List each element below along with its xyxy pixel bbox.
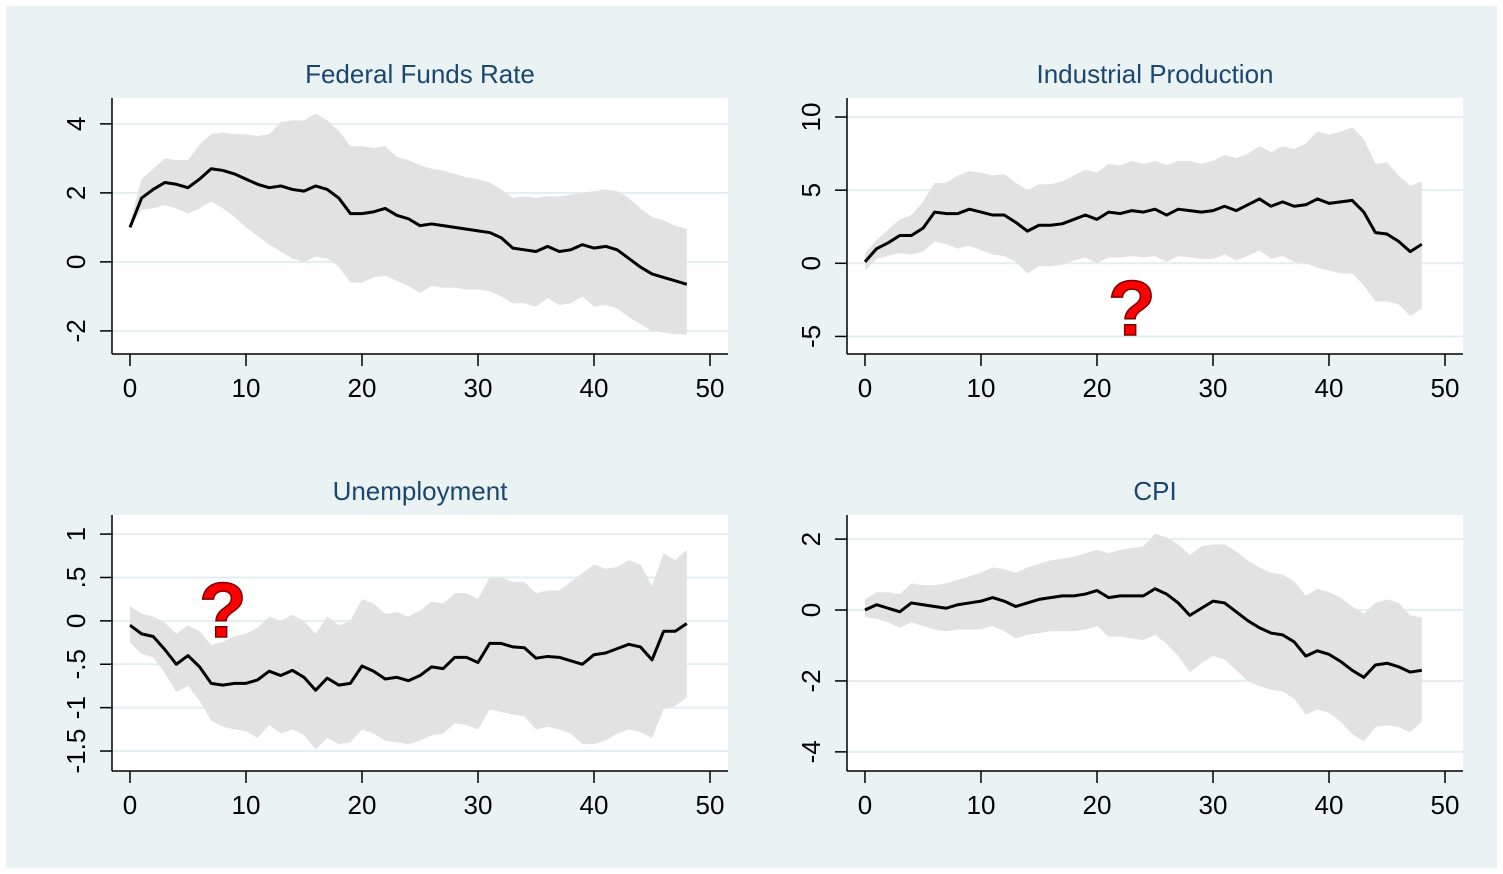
x-tick-label: 10: [232, 790, 261, 820]
x-tick-label: 40: [580, 790, 609, 820]
x-tick-label: 20: [1083, 790, 1112, 820]
y-tick-label: -2: [61, 319, 91, 342]
y-tick-label: -1.5: [61, 729, 91, 774]
x-tick-label: 50: [696, 373, 725, 403]
y-tick-label: 1: [61, 527, 91, 541]
chart-title: Federal Funds Rate: [305, 59, 535, 89]
y-tick-label: -4: [796, 740, 826, 763]
x-tick-label: 0: [858, 790, 872, 820]
y-tick-label: 2: [61, 186, 91, 200]
x-tick-label: 10: [967, 373, 996, 403]
x-tick-label: 50: [1431, 790, 1460, 820]
x-tick-label: 0: [123, 373, 137, 403]
x-tick-label: 20: [348, 790, 377, 820]
y-tick-label: 0: [61, 255, 91, 269]
x-tick-label: 50: [696, 790, 725, 820]
chart-title: CPI: [1133, 476, 1176, 506]
line: [863, 197, 1423, 263]
y-tick-label: 2: [796, 532, 826, 546]
y-tick-label: 0: [61, 614, 91, 628]
x-tick-label: 30: [464, 790, 493, 820]
chart-title: Industrial Production: [1036, 59, 1273, 89]
y-tick-label: -1: [61, 696, 91, 719]
x-tick-label: 10: [232, 373, 261, 403]
line: [129, 622, 688, 692]
x-tick-label: 0: [123, 790, 137, 820]
y-tick-label: -2: [796, 669, 826, 692]
x-tick-label: 40: [1315, 790, 1344, 820]
y-tick-label: 4: [61, 117, 91, 131]
x-tick-label: 10: [967, 790, 996, 820]
chart-title: Unemployment: [333, 476, 509, 506]
x-tick-label: 50: [1431, 373, 1460, 403]
y-tick-label: -.5: [61, 649, 91, 679]
y-tick-label: -5: [796, 325, 826, 348]
x-tick-label: 20: [1083, 373, 1112, 403]
y-tick-label: 10: [796, 103, 826, 132]
y-tick-label: .5: [61, 567, 91, 589]
y-tick-label: 5: [796, 183, 826, 197]
panel: Unemployment-1.5-1-.50.510 10 20 30 40 50?: [61, 476, 728, 820]
annotation: ?: [199, 566, 247, 654]
panel: Industrial Production -5 0 5 10 0 10 20 30 40 50?: [796, 59, 1463, 403]
y-tick-label: 0: [796, 256, 826, 270]
confidence-band: [864, 533, 1422, 742]
line: [128, 167, 688, 286]
confidence-band: [864, 127, 1422, 316]
x-tick-label: 30: [1199, 790, 1228, 820]
annotation: ?: [1108, 264, 1156, 352]
x-tick-label: 40: [1315, 373, 1344, 403]
x-tick-label: 0: [858, 373, 872, 403]
x-tick-label: 40: [580, 373, 609, 403]
x-tick-label: 30: [464, 373, 493, 403]
confidence-band: [129, 549, 687, 750]
x-tick-label: 30: [1199, 373, 1228, 403]
y-tick-label: 0: [796, 603, 826, 617]
line: [864, 587, 1423, 679]
x-tick-label: 20: [348, 373, 377, 403]
confidence-band: [129, 113, 687, 335]
